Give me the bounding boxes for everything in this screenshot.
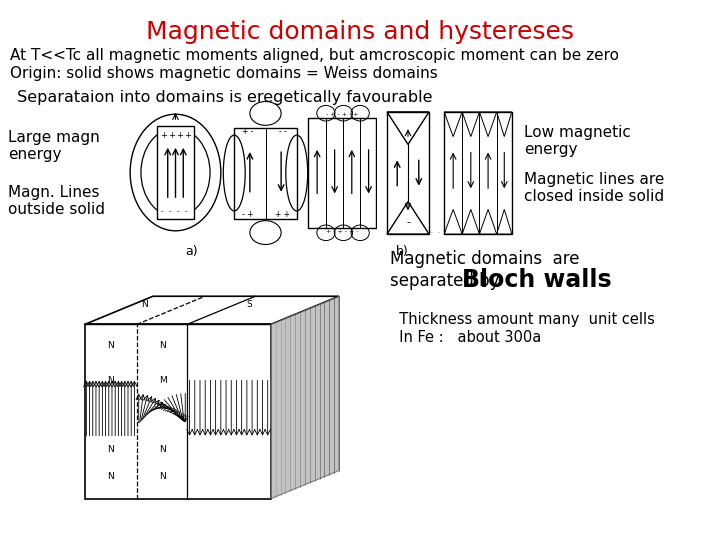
Text: N: N [160,446,166,455]
Text: +: + [160,131,167,140]
Text: - +: - + [242,210,253,219]
Text: At T<<Tc all magnetic moments aligned, but amcroscopic moment can be zero: At T<<Tc all magnetic moments aligned, b… [10,48,619,63]
Text: Separataion into domains is eregetically favourable: Separataion into domains is eregetically… [12,90,433,105]
Bar [158,126,194,219]
Text: Magnetic domains and hystereses: Magnetic domains and hystereses [146,20,574,44]
Text: + - + - + -: + - + - + - [325,229,359,234]
Text: M: M [159,376,167,384]
Text: Low magnetic
energy: Low magnetic energy [524,125,631,157]
Text: -: - [177,207,182,213]
Text: N: N [160,471,166,481]
Text: Large magn
energy: Large magn energy [8,130,100,163]
Text: Bloch walls: Bloch walls [462,268,611,292]
Text: N: N [142,300,148,309]
Text: Thickness amount many  unit cells: Thickness amount many unit cells [390,312,655,327]
Text: S: S [246,300,252,309]
Bar [234,127,297,219]
Text: -: - [185,207,190,213]
Text: N: N [107,471,114,481]
Text: N: N [160,341,166,350]
Text: - -: - - [279,127,287,136]
Text: a): a) [186,245,198,258]
Text: N: N [107,341,114,350]
Text: -: - [168,207,174,213]
Text: N: N [107,376,114,384]
Text: +: + [168,131,175,140]
Text: + +: + + [276,210,291,219]
Text: +: + [176,131,184,140]
Text: Magn. Lines
outside solid: Magn. Lines outside solid [8,185,105,218]
Bar [308,118,376,227]
Bar [387,112,429,234]
Text: . . . . . .: . . . . . . [430,225,469,235]
Text: separated by: separated by [390,272,505,290]
Text: Magnetic lines are
closed inside solid: Magnetic lines are closed inside solid [524,172,665,205]
Text: - + - + - +: - + - + - + [325,112,359,117]
Text: In Fe :   about 300a: In Fe : about 300a [390,330,541,345]
Text: N: N [107,446,114,455]
Polygon shape [271,296,339,499]
Text: -: - [406,218,410,227]
Text: -: - [161,207,166,213]
Text: Origin: solid shows magnetic domains = Weiss domains: Origin: solid shows magnetic domains = W… [10,66,438,81]
Text: Magnetic domains  are: Magnetic domains are [390,250,580,268]
Text: +: + [184,131,191,140]
Text: b): b) [395,245,408,258]
Text: + -: + - [242,127,253,136]
